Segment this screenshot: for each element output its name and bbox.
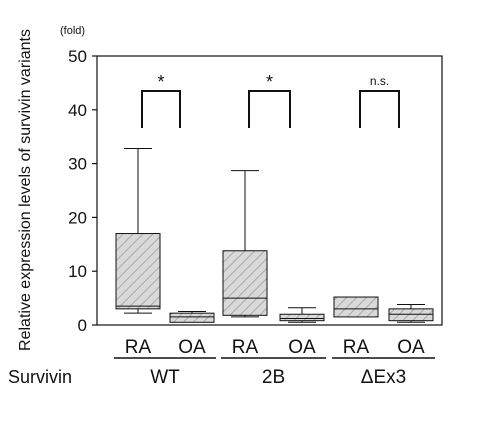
group-label: 2B [262,367,285,388]
category-axis-label: Survivin [8,367,72,387]
y-tick-label: 0 [78,316,87,335]
y-tick-label: 20 [68,208,87,227]
significance-label: * [266,72,273,92]
group-label: WT [150,367,180,388]
plot-frame [96,55,443,326]
box-ΔEx3-RA [333,296,379,318]
y-axis-label: Relative expression levels of survivin v… [17,29,34,351]
y-tick-label: 30 [68,155,87,174]
y-tick-label: 50 [68,47,87,66]
y-tick-label: 40 [68,101,87,120]
group-label: ΔEx3 [361,367,406,388]
condition-label: RA [343,337,370,358]
unit-label: (fold) [60,25,85,37]
significance-bracket [248,90,291,128]
condition-label: OA [288,337,316,358]
box-ΔEx3-OA [388,308,434,322]
condition-label: OA [397,337,425,358]
condition-label: OA [178,337,206,358]
condition-label: RA [125,337,152,358]
box-WT-OA [169,312,215,323]
condition-label: RA [232,337,259,358]
significance-bracket [359,90,400,128]
significance-label: * [157,72,164,92]
box-2B-RA [222,250,268,316]
box-WT-RA [115,233,161,310]
y-tick-label: 10 [68,262,87,281]
significance-bracket [141,90,181,128]
significance-label: n.s. [370,74,389,88]
box-2B-OA [279,313,325,322]
